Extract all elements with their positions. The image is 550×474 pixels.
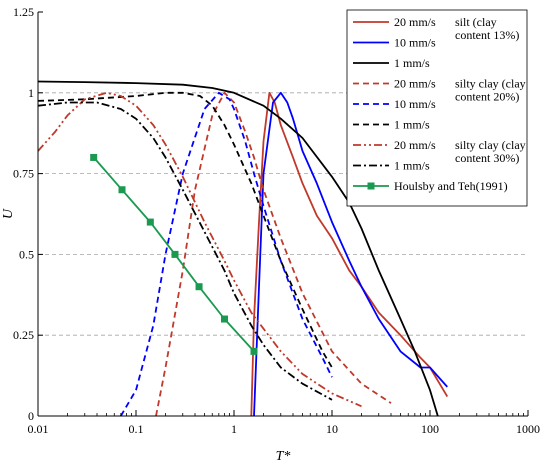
series-marker-8-4 [195, 283, 203, 291]
y-tick-label-3: 0.75 [13, 167, 34, 181]
legend-label-1: 10 mm/s [394, 36, 436, 50]
legend-group-label-2-0: silty clay (clay [455, 138, 526, 152]
series-marker-8-2 [146, 218, 154, 226]
series-line-1 [253, 91, 448, 416]
legend-group-label-1-0: silty clay (clay [455, 77, 526, 91]
series-marker-8-3 [171, 250, 179, 258]
series-line-6 [38, 91, 362, 408]
axes: 0 0.25 0.5 0.75 1 1.25 0.01 0.1 1 10 100 1000 [13, 5, 540, 436]
x-tick-label-3: 10 [326, 422, 338, 436]
x-tick-label-2: 1 [231, 422, 237, 436]
legend-label-8: Houlsby and Teh(1991) [394, 179, 508, 193]
legend-label-2: 1 mm/s [394, 56, 430, 70]
legend-group-label-0-0: silt (clay [455, 15, 497, 29]
legend-label-5: 1 mm/s [394, 118, 430, 132]
series-line-0 [250, 91, 449, 416]
legend-group-label-2-1: content 30%) [455, 151, 519, 165]
series-marker-8-0 [90, 153, 98, 161]
y-axis-title: U [1, 208, 16, 219]
series-line-3 [155, 91, 392, 416]
x-tick-label-0: 0.01 [28, 422, 49, 436]
legend: 20 mm/s 10 mm/s 1 mm/s 20 mm/s 10 mm/s 1 mm/s… [346, 9, 528, 207]
legend-label-4: 10 mm/s [394, 97, 436, 111]
x-axis-title: T* [276, 449, 291, 464]
legend-label-0: 20 mm/s [394, 15, 436, 29]
legend-marker-8 [367, 182, 375, 190]
series-line-5 [38, 91, 333, 368]
legend-label-3: 20 mm/s [394, 77, 436, 91]
series-line-7 [38, 101, 333, 401]
series-marker-8-5 [221, 315, 229, 323]
legend-label-6: 20 mm/s [394, 138, 436, 152]
legend-group-label-0-1: content 13%) [455, 28, 519, 42]
series-marker-8-6 [250, 347, 258, 355]
y-tick-label-1: 0.25 [13, 328, 34, 342]
y-tick-label-0: 0 [28, 409, 34, 423]
legend-label-7: 1 mm/s [394, 159, 430, 173]
series-line-2 [38, 80, 439, 416]
x-tick-label-1: 0.1 [129, 422, 144, 436]
y-tick-label-2: 0.5 [19, 247, 34, 261]
x-tick-label-4: 100 [421, 422, 439, 436]
legend-group-label-1-1: content 20%) [455, 90, 519, 104]
x-tick-label-5: 1000 [516, 422, 540, 436]
series-line-4 [120, 91, 333, 416]
y-tick-label-4: 1 [28, 86, 34, 100]
y-tick-label-5: 1.25 [13, 5, 34, 19]
series-lines [38, 80, 449, 416]
series-marker-8-1 [118, 186, 126, 194]
